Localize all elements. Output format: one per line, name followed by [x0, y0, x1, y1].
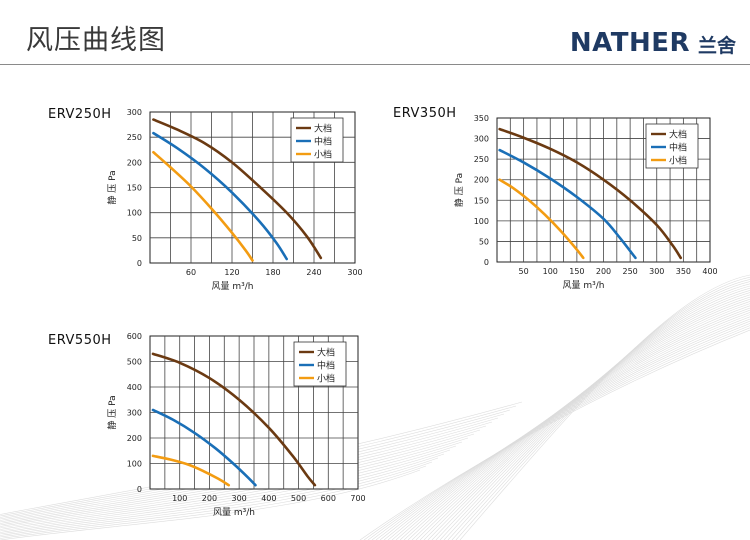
page-title: 风压曲线图	[26, 25, 166, 56]
y-tick-label: 0	[137, 259, 142, 268]
y-tick-label: 50	[132, 234, 142, 243]
y-tick-label: 200	[127, 434, 142, 443]
swoosh-line	[0, 465, 427, 539]
x-tick-label: 180	[265, 268, 280, 277]
swoosh-line	[0, 449, 451, 533]
legend-label: 中档	[317, 360, 335, 372]
y-tick-label: 250	[127, 133, 142, 142]
brand-name-en: NATHER	[569, 28, 690, 58]
series-line-大档	[498, 127, 683, 260]
x-axis-label: 风量 m³/h	[213, 507, 255, 518]
y-tick-label: 600	[127, 332, 142, 341]
swoosh-line	[359, 329, 750, 540]
x-tick-label: 100	[172, 494, 187, 503]
x-tick-label: 100	[543, 267, 558, 276]
y-tick-label: 100	[474, 217, 489, 226]
x-tick-label: 400	[702, 267, 717, 276]
legend-label: 小档	[314, 149, 332, 161]
chart-erv350h-title: ERV350H	[393, 106, 457, 121]
y-tick-label: 400	[127, 383, 142, 392]
y-tick-label: 250	[474, 155, 489, 164]
swoosh-line	[0, 457, 439, 536]
x-tick-label: 300	[347, 268, 362, 277]
brand-logo: NATHER 兰舍	[570, 26, 736, 60]
swoosh-line	[0, 433, 475, 527]
y-axis-label: 静 压 Pa	[453, 173, 465, 207]
y-tick-label: 0	[137, 485, 142, 494]
brand-name-cn: 兰舍	[697, 34, 736, 57]
swoosh-line	[459, 274, 750, 540]
y-tick-label: 300	[127, 409, 142, 418]
x-tick-label: 400	[261, 494, 276, 503]
swoosh-line	[0, 469, 421, 540]
x-tick-label: 350	[676, 267, 691, 276]
legend-label: 小档	[669, 155, 687, 167]
chart-erv250h-title: ERV250H	[48, 107, 112, 122]
series-line-中档	[152, 131, 288, 261]
x-tick-label: 500	[291, 494, 306, 503]
swoosh-line	[0, 441, 463, 530]
legend-label: 中档	[314, 136, 332, 148]
y-tick-label: 150	[474, 196, 489, 205]
x-tick-label: 60	[186, 268, 196, 277]
x-tick-label: 200	[202, 494, 217, 503]
x-tick-label: 250	[622, 267, 637, 276]
swoosh-line	[0, 461, 433, 538]
x-tick-label: 200	[596, 267, 611, 276]
legend-label: 大档	[669, 129, 687, 141]
x-tick-label: 120	[224, 268, 239, 277]
y-tick-label: 300	[127, 108, 142, 117]
y-tick-label: 200	[127, 158, 142, 167]
series-line-小档	[152, 150, 254, 262]
x-tick-label: 700	[350, 494, 365, 503]
y-tick-label: 0	[484, 258, 489, 267]
series-line-大档	[152, 118, 323, 260]
series-line-小档	[151, 454, 231, 487]
legend-label: 大档	[317, 347, 335, 359]
swoosh-line	[455, 276, 750, 540]
x-axis-label: 风量 m³/h	[212, 281, 254, 292]
swoosh-line	[0, 445, 457, 532]
swoosh-line	[0, 437, 469, 529]
series-line-中档	[151, 408, 257, 487]
y-tick-label: 100	[127, 209, 142, 218]
x-tick-label: 50	[519, 267, 529, 276]
y-tick-label: 150	[127, 184, 142, 193]
x-tick-label: 150	[569, 267, 584, 276]
x-tick-label: 300	[232, 494, 247, 503]
y-tick-label: 200	[474, 176, 489, 185]
swoosh-line	[0, 453, 445, 535]
legend-label: 大档	[314, 123, 332, 135]
y-tick-label: 500	[127, 358, 142, 367]
legend-label: 中档	[669, 142, 687, 154]
series-line-大档	[151, 352, 317, 487]
x-tick-label: 300	[649, 267, 664, 276]
y-axis-label: 静 压 Pa	[106, 395, 118, 429]
x-tick-label: 600	[321, 494, 336, 503]
y-axis-label: 静 压 Pa	[106, 170, 118, 204]
series-line-中档	[498, 148, 637, 260]
y-tick-label: 50	[479, 237, 489, 246]
header-divider	[0, 64, 750, 65]
legend-label: 小档	[317, 373, 335, 385]
y-tick-label: 300	[474, 135, 489, 144]
x-axis-label: 风量 m³/h	[563, 280, 605, 291]
y-tick-label: 100	[127, 460, 142, 469]
x-tick-label: 240	[306, 268, 321, 277]
chart-erv550h-title: ERV550H	[48, 333, 112, 348]
series-line-小档	[498, 178, 585, 260]
swoosh-line	[363, 327, 750, 540]
y-tick-label: 350	[474, 114, 489, 123]
